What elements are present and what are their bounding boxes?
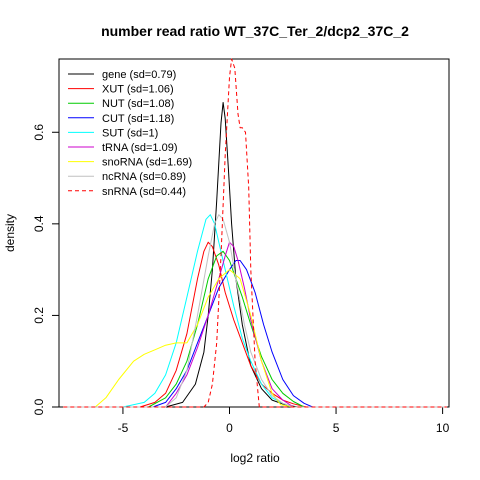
series-line-3 [63,250,447,408]
x-tick-label: 0 [226,421,233,435]
series-line-6 [63,241,447,408]
legend-label: XUT (sd=1.06) [102,84,174,96]
series-layer [63,58,447,408]
legend-label: snRNA (sd=0.44) [102,186,186,198]
chart-title: number read ratio WT_37C_Ter_2/dcp2_37C_… [101,23,409,39]
y-tick-label: 0.6 [32,124,46,141]
legend-label: SUT (sd=1) [102,127,158,139]
plot-frame [58,58,450,408]
x-axis-label: log2 ratio [230,451,280,465]
y-tick-label: 0.0 [32,398,46,415]
legend-label: snoRNA (sd=1.69) [102,157,192,169]
x-tick-label: 10 [436,421,450,435]
series-line-2 [63,241,447,408]
x-tick-label: -5 [118,421,129,435]
legend: gene (sd=0.79) XUT (sd=1.06) NUT (sd=1.08)… [68,69,192,198]
legend-label: ncRNA (sd=0.89) [102,171,186,183]
legend-label: tRNA (sd=1.09) [102,142,178,154]
series-line-7 [63,269,447,408]
series-line-8 [63,214,447,408]
legend-label: gene (sd=0.79) [102,69,176,81]
legend-label: NUT (sd=1.08) [102,98,174,110]
x-tick-label: 5 [333,421,340,435]
axes: -5 0 5 10 0.0 0.2 0.4 0.6 [32,124,450,435]
legend-label: CUT (sd=1.18) [102,113,174,125]
series-line-9 [63,58,447,408]
series-line-5 [63,214,447,408]
y-axis-label: density [3,214,17,252]
series-line-1 [63,102,447,408]
y-tick-label: 0.2 [32,307,46,324]
y-tick-label: 0.4 [32,215,46,232]
